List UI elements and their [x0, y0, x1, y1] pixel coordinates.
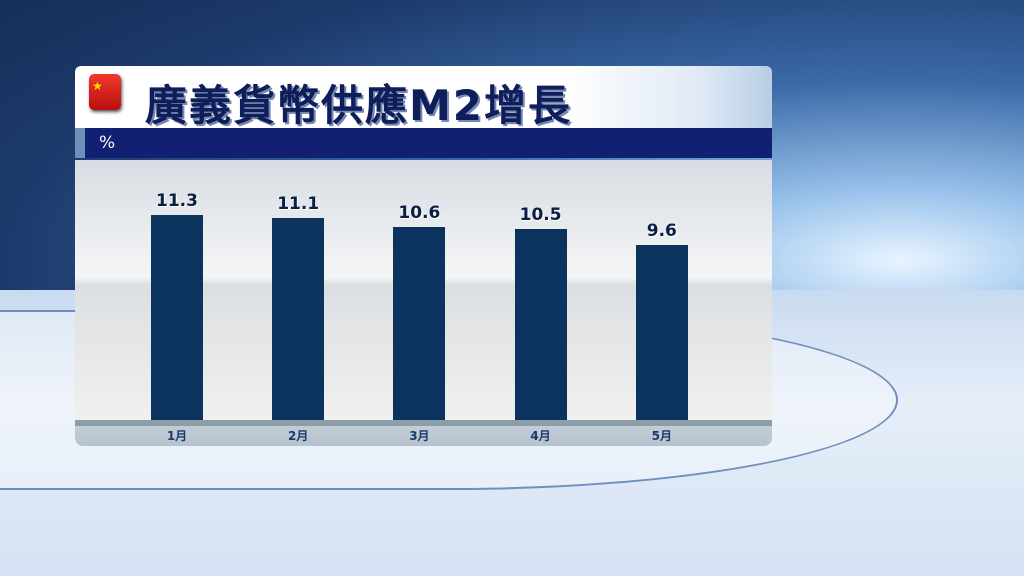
title-bar: ★ 廣義貨幣供應M2增長 — [75, 66, 772, 130]
value-label: 11.1 — [277, 194, 320, 215]
x-tick-label: 2月 — [288, 429, 309, 443]
china-flag-icon: ★ — [89, 74, 121, 110]
value-label: 10.5 — [519, 205, 562, 226]
bar-4 — [514, 229, 567, 420]
bar-5 — [635, 245, 688, 420]
chart-title: 廣義貨幣供應M2增長 — [145, 81, 573, 130]
x-tick-label: 3月 — [409, 429, 430, 443]
y-axis-unit: % — [99, 133, 116, 153]
x-axis — [75, 420, 772, 446]
value-label: 9.6 — [646, 221, 677, 242]
x-tick-label: 4月 — [530, 429, 551, 443]
value-label: 10.6 — [398, 203, 441, 224]
unit-bar: % — [75, 128, 772, 158]
bar-3 — [393, 227, 446, 420]
x-tick-label: 5月 — [651, 429, 672, 443]
value-label: 11.3 — [156, 190, 198, 211]
x-tick-label: 1月 — [166, 429, 188, 443]
bar-2 — [272, 218, 325, 420]
chart-panel: ★ 廣義貨幣供應M2增長 % 11.3 1月 11.1 2月 10.6 3月 10.5 4月 9… — [75, 66, 772, 446]
unit-bar-tab — [75, 128, 85, 158]
bar-1 — [151, 214, 203, 420]
